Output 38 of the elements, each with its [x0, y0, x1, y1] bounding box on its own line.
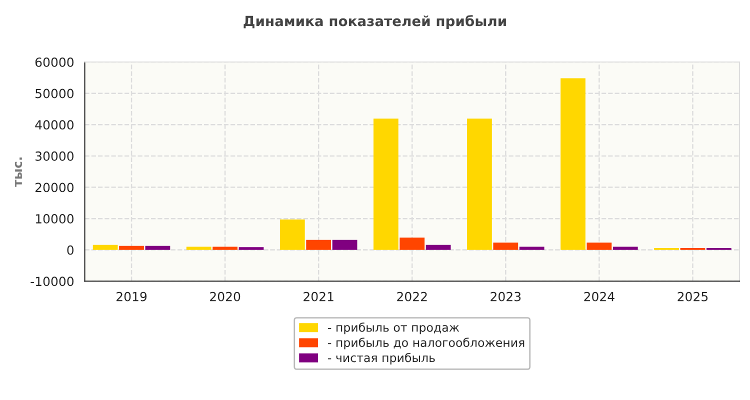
bar: [493, 242, 518, 250]
x-tick-label: 2022: [397, 292, 427, 302]
bar: [467, 118, 492, 250]
legend-label: - прибыль от продаж: [328, 322, 460, 334]
y-axis-title: тыс.: [14, 158, 22, 187]
bar: [560, 78, 586, 250]
bar: [92, 244, 118, 250]
x-tick-label: 2025: [678, 292, 708, 302]
bar: [145, 246, 170, 250]
legend-label: - чистая прибыль: [328, 352, 435, 364]
bar: [280, 220, 305, 250]
bar: [400, 238, 425, 250]
y-tick-label: 20000: [35, 182, 74, 192]
bar: [426, 244, 451, 250]
y-tick-label: 0: [67, 245, 74, 255]
bar: [306, 240, 332, 250]
x-tick-label: 2019: [116, 292, 147, 302]
x-tick-label: 2023: [490, 292, 521, 302]
y-tick-label: 60000: [35, 57, 74, 67]
x-tick-label: 2021: [304, 292, 334, 302]
y-tick-label: 40000: [35, 120, 74, 130]
bar: [519, 246, 544, 250]
bar: [586, 242, 612, 250]
bar: [119, 246, 144, 250]
bar: [612, 246, 638, 250]
chart-title: Динамика показателей прибыли: [244, 15, 506, 29]
x-tick-label: 2024: [584, 292, 614, 302]
bar: [186, 246, 212, 250]
x-tick-label: 2020: [210, 292, 240, 302]
bar: [332, 240, 358, 250]
bar: [373, 118, 398, 250]
y-tick-label: 50000: [36, 88, 74, 98]
y-tick-label: 30000: [36, 151, 74, 161]
legend-label: - прибыль до налогообложения: [328, 338, 524, 350]
y-tick-label: -10000: [30, 276, 74, 286]
bar: [212, 246, 238, 250]
bar: [238, 247, 264, 250]
y-tick-label: 10000: [36, 214, 74, 224]
